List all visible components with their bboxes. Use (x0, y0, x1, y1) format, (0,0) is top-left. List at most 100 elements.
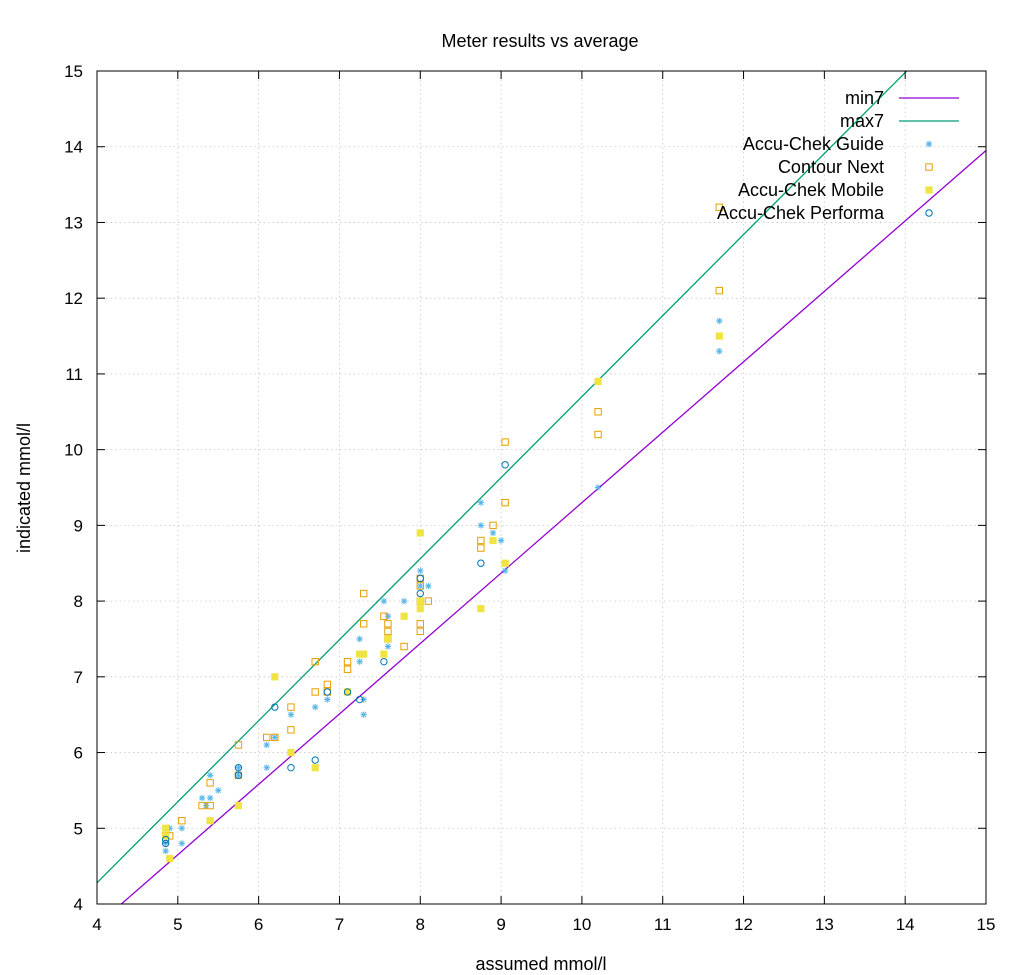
y-tick-label: 12 (64, 289, 83, 308)
point-accu-chek-guide (417, 567, 424, 574)
point-accu-chek-mobile (287, 748, 295, 757)
point-accu-chek-performa (477, 559, 485, 567)
y-tick-label: 15 (64, 62, 83, 81)
point-accu-chek-mobile (380, 650, 388, 658)
point-accu-chek-guide (198, 794, 206, 802)
point-contour-next (343, 665, 352, 673)
x-tick-label: 6 (254, 915, 263, 934)
point-contour-next (271, 733, 279, 742)
point-accu-chek-guide (235, 764, 242, 771)
point-accu-chek-performa (311, 756, 319, 764)
point-contour-next (400, 642, 408, 651)
point-accu-chek-guide (215, 787, 222, 794)
point-contour-next (206, 801, 214, 810)
point-accu-chek-mobile (343, 688, 352, 696)
point-contour-next (198, 801, 206, 810)
y-tick-label: 10 (64, 441, 83, 460)
x-tick-label: 5 (173, 915, 182, 934)
point-contour-next (323, 680, 332, 689)
x-tick-label: 11 (654, 915, 672, 934)
point-accu-chek-mobile (416, 597, 424, 605)
point-accu-chek-guide (501, 567, 509, 574)
x-tick-label: 13 (815, 915, 834, 934)
y-tick-label: 8 (74, 592, 83, 611)
point-accu-chek-performa (161, 839, 170, 848)
point-accu-chek-guide (235, 772, 242, 779)
point-contour-next (477, 536, 485, 545)
point-accu-chek-guide (324, 696, 331, 703)
point-contour-next (287, 703, 295, 711)
point-accu-chek-guide (360, 711, 367, 718)
point-accu-chek-guide (162, 847, 169, 855)
point-contour-next (501, 498, 509, 507)
y-axis-title: indicated mmol/l (14, 423, 34, 553)
x-tick-label: 14 (896, 915, 915, 934)
data-points (161, 203, 723, 863)
legend-label-min7: min7 (845, 88, 884, 108)
point-contour-next (380, 612, 388, 620)
point-accu-chek-mobile (166, 854, 174, 863)
point-contour-next (287, 726, 295, 734)
x-tick-label: 10 (572, 915, 591, 934)
legend-label-max7: max7 (840, 111, 884, 131)
point-accu-chek-mobile (234, 801, 243, 810)
point-accu-chek-guide (425, 582, 432, 590)
point-accu-chek-mobile (206, 817, 214, 825)
point-contour-next (360, 620, 368, 628)
line-min7 (120, 150, 987, 905)
point-accu-chek-mobile (384, 635, 392, 643)
y-tick-label: 11 (65, 365, 83, 384)
point-accu-chek-guide (162, 840, 169, 847)
point-accu-chek-mobile (162, 832, 170, 840)
point-accu-chek-mobile (162, 824, 170, 832)
point-accu-chek-mobile (356, 650, 364, 658)
grid-lines (97, 71, 986, 904)
legend-label-accu-chek-performa: Accu-Chek Performa (717, 203, 885, 223)
point-accu-chek-performa (343, 688, 352, 696)
point-contour-next (384, 620, 392, 628)
point-accu-chek-guide (716, 347, 723, 355)
point-contour-next (343, 657, 352, 666)
point-accu-chek-performa (234, 771, 243, 779)
point-contour-next (594, 408, 602, 416)
point-accu-chek-guide (263, 764, 270, 771)
legend-symbol-accu-chek-performa (925, 209, 933, 217)
point-contour-next (360, 589, 368, 598)
point-contour-next (424, 597, 433, 605)
chart-title: Meter results vs average (441, 31, 638, 51)
point-accu-chek-guide (489, 529, 497, 537)
point-accu-chek-mobile (594, 377, 602, 386)
point-contour-next (477, 544, 485, 552)
point-accu-chek-performa (234, 763, 243, 772)
point-accu-chek-mobile (400, 612, 408, 620)
axis-ticks: 4 5 6 7 8 9 10 11 12 13 14 15 4 5 6 7 8 9 10 11 12 13 14 15 (64, 62, 995, 934)
point-accu-chek-mobile (271, 673, 279, 681)
point-accu-chek-guide (178, 825, 186, 832)
legend-symbol-accu-chek-mobile (925, 186, 933, 194)
point-accu-chek-guide (356, 658, 363, 665)
plot-frame (96, 70, 987, 905)
point-accu-chek-guide (384, 613, 392, 620)
point-contour-next (715, 203, 723, 212)
point-accu-chek-mobile (715, 332, 723, 340)
point-accu-chek-guide (380, 597, 388, 605)
point-accu-chek-guide (271, 734, 278, 741)
x-axis-title: assumed mmol/l (475, 954, 606, 974)
x-tick-label: 9 (496, 915, 505, 934)
point-accu-chek-guide (178, 840, 186, 847)
x-tick-label: 12 (734, 915, 753, 934)
point-accu-chek-guide (477, 499, 485, 506)
point-accu-chek-performa (271, 703, 279, 711)
legend-label-contour-next: Contour Next (778, 157, 884, 177)
legend-label-accu-chek-mobile: Accu-Chek Mobile (738, 180, 884, 200)
point-accu-chek-performa (355, 695, 364, 704)
point-accu-chek-mobile (501, 559, 509, 567)
point-accu-chek-mobile (416, 605, 424, 613)
point-accu-chek-guide (417, 582, 424, 590)
point-accu-chek-guide (312, 703, 319, 711)
point-accu-chek-guide (477, 522, 485, 529)
point-contour-next (594, 430, 602, 439)
legend-label-accu-chek-guide: Accu-Chek Guide (743, 134, 884, 154)
point-accu-chek-guide (594, 484, 602, 491)
